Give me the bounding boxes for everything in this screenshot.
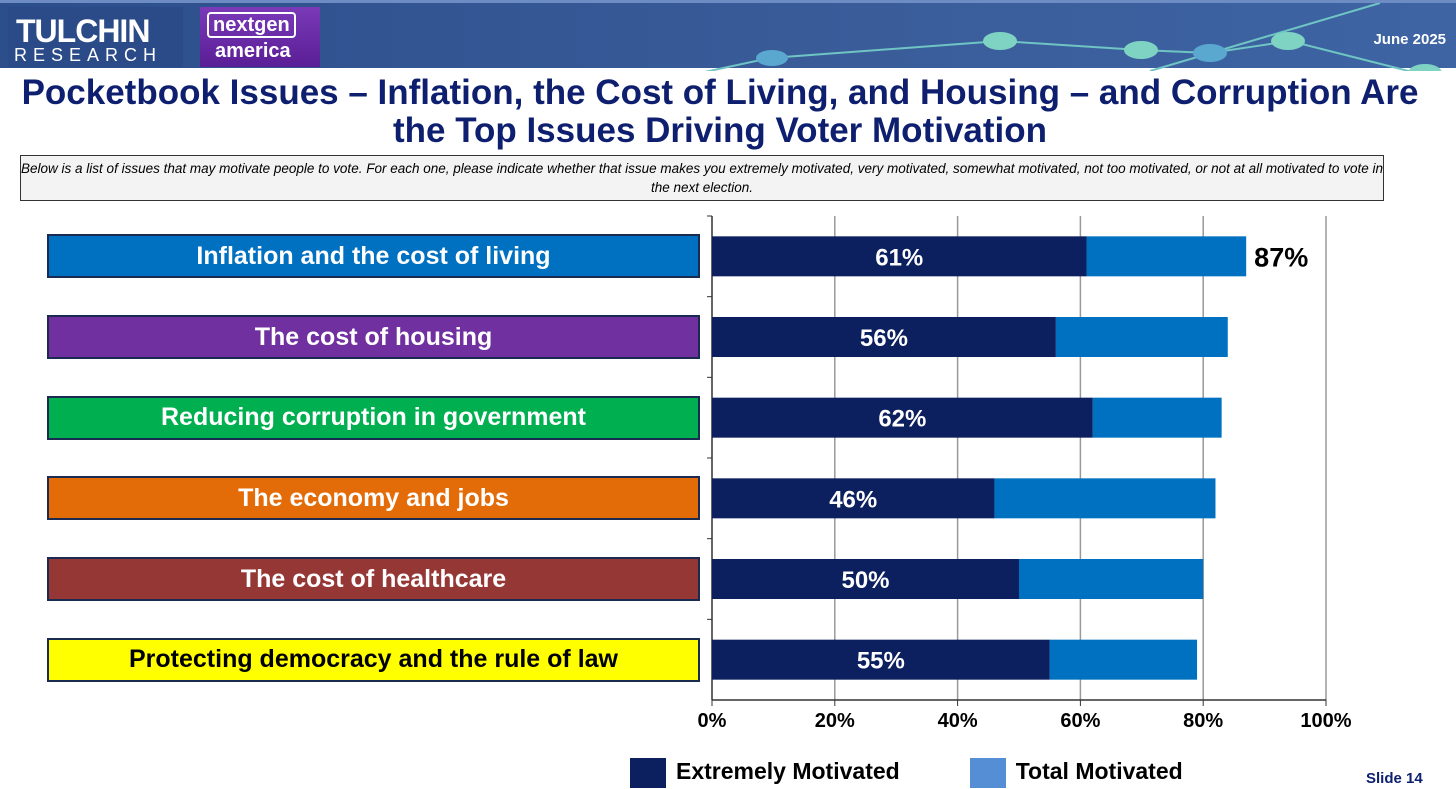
x-tick-label: 80% [1183, 710, 1223, 732]
logo-text: TULCHIN [16, 13, 150, 49]
legend: Extremely Motivated Total Motivated [630, 756, 1183, 788]
data-label-extremely: 62% [878, 406, 926, 433]
header-banner: TULCHIN RESEARCH nextgen america June 2025 [0, 0, 1456, 71]
data-label-extremely: 55% [857, 648, 905, 675]
bar-total-motivated [1092, 397, 1222, 438]
legend-swatch [630, 757, 666, 788]
bar-extremely-motivated [712, 639, 1050, 680]
category-label: Protecting democracy and the rule of law [47, 637, 700, 682]
bar-extremely-motivated [712, 478, 995, 519]
bar-total-motivated [1019, 559, 1204, 599]
legend-label: Total Motivated [1015, 758, 1183, 784]
bar-total-motivated [1086, 236, 1247, 277]
category-label: The cost of housing [47, 315, 700, 359]
x-tick-label: 40% [938, 710, 978, 732]
bar-total-motivated [1055, 317, 1228, 357]
decorative-network-graphic [704, 3, 1442, 71]
legend-swatch [969, 757, 1006, 788]
legend-item-total: Total Motivated [969, 756, 1183, 788]
data-label-extremely: 46% [829, 486, 877, 513]
data-label-extremely: 50% [841, 567, 889, 594]
bar-extremely-motivated [712, 236, 1087, 277]
bar-extremely-motivated [712, 559, 1019, 599]
x-tick-label: 60% [1060, 710, 1100, 732]
category-label: The cost of healthcare [47, 557, 700, 601]
data-label-extremely: 56% [860, 325, 908, 352]
question-text: Below is a list of issues that may motiv… [20, 155, 1384, 201]
category-label: Inflation and the cost of living [47, 234, 700, 279]
bar-total-motivated [1049, 639, 1198, 680]
bar-extremely-motivated [712, 397, 1093, 438]
legend-item-extremely: Extremely Motivated [630, 756, 900, 788]
date-label: June 2025 [1373, 31, 1446, 48]
bar-extremely-motivated [712, 317, 1056, 357]
x-tick-label: 20% [815, 710, 855, 732]
tulchin-research-logo: TULCHIN RESEARCH [8, 7, 183, 67]
logo-text: nextgen [207, 12, 296, 38]
data-label-extremely: 61% [875, 244, 923, 271]
category-label: The economy and jobs [47, 476, 700, 521]
bar-total-motivated [994, 478, 1216, 519]
slide-title: Pocketbook Issues – Inflation, the Cost … [21, 73, 1419, 150]
data-label-total: 87% [1254, 242, 1308, 272]
logo-subtext: RESEARCH [14, 45, 163, 65]
nextgen-america-logo: nextgen america [200, 7, 320, 67]
slide-number: Slide 14 [1366, 770, 1423, 787]
legend-label: Extremely Motivated [676, 758, 900, 784]
x-tick-label: 100% [1300, 710, 1351, 732]
x-tick-label: 0% [698, 710, 727, 732]
logo-subtext: america [215, 40, 291, 62]
category-label: Reducing corruption in government [47, 395, 700, 440]
